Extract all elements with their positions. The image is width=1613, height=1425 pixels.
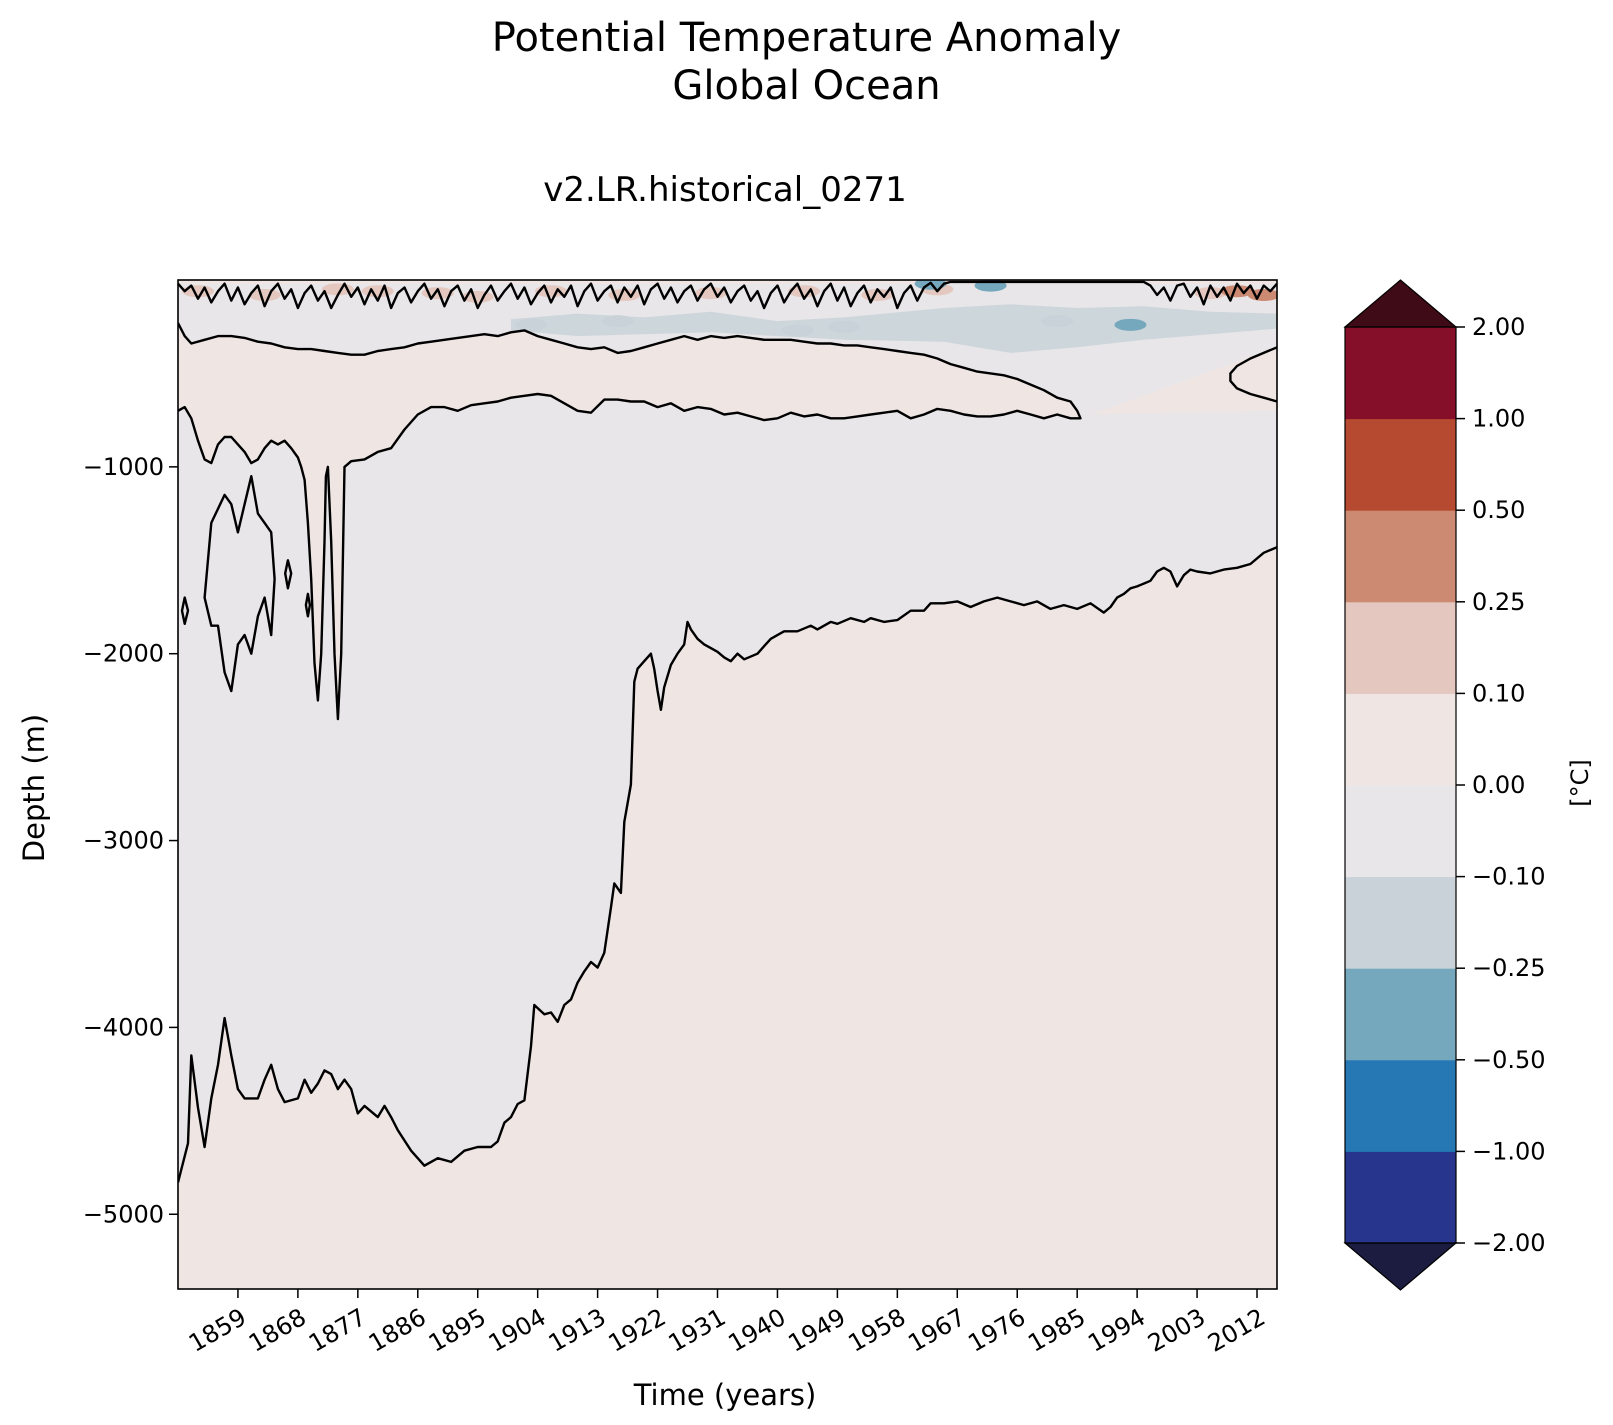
colorbar-tick-label-5: 0.00 [1472,771,1525,799]
colorbar-segment-6 [1345,601,1456,694]
x-tick-label-1931: 1931 [664,1303,731,1358]
colorbar-segment-0 [1345,1151,1456,1244]
x-tick-label-2003: 2003 [1143,1303,1210,1358]
colorbar-tick-label-4: −0.10 [1472,863,1546,891]
y-tick-label--3000: −3000 [83,827,164,855]
chart-title-line-2: Global Ocean [672,63,941,109]
colorbar-segment-5 [1345,693,1456,786]
negative-region [178,394,1277,1183]
contour-island-3 [203,475,276,693]
colorbar-tick-label-2: −0.50 [1472,1046,1546,1074]
x-tick-label-1904: 1904 [484,1303,551,1358]
plot-area [177,279,1278,1290]
contour-island-1 [284,559,293,590]
surface-blob-13 [1221,285,1254,298]
colorbar-tick-label-6: 0.10 [1472,679,1525,707]
x-tick-label-1913: 1913 [544,1303,611,1358]
colorbar-segment-3 [1345,876,1456,969]
contour-surface [178,280,1277,310]
colorbar-segment-9 [1345,327,1456,420]
x-tick-label-1940: 1940 [724,1303,791,1358]
colorbar-tick-label-3: −0.25 [1472,954,1546,982]
colorbar-tick-label-8: 0.50 [1472,496,1525,524]
surface-blob-21 [1041,315,1074,328]
contour-mid [178,322,1082,721]
x-tick-label-1967: 1967 [903,1303,970,1358]
right-lens-fill [1230,347,1277,402]
colorbar-tick-label-1: −1.00 [1472,1137,1546,1165]
contour-deep [178,546,1277,1183]
x-tick-label-1886: 1886 [364,1303,431,1358]
colorbar-under-arrow [1343,1242,1458,1291]
colorbar-segment-8 [1345,418,1456,511]
colorbar: −2.00 −1.00 −0.50 −0.25 −0.10 0.00 0.10 0.25 0.5… [1343,279,1546,1291]
x-tick-label-1949: 1949 [784,1303,851,1358]
x-axis-label: Time (years) [633,1378,817,1412]
x-tick-label-2012: 2012 [1203,1303,1270,1358]
chart-title-line-1: Potential Temperature Anomaly [491,15,1122,61]
y-axis-label: Depth (m) [17,714,51,862]
colorbar-label: [°C] [1566,759,1594,806]
surface-blob-16 [601,315,634,328]
y-tick-label--4000: −4000 [83,1013,164,1041]
y-tick-label--1000: −1000 [83,453,164,481]
x-tick-label-1895: 1895 [424,1303,491,1358]
colorbar-segment-1 [1345,1059,1456,1152]
y-tick-label--5000: −5000 [83,1200,164,1228]
x-tick-label-1976: 1976 [963,1303,1030,1358]
x-tick-label-1877: 1877 [304,1303,371,1358]
x-tick-label-1859: 1859 [184,1303,251,1358]
plot-frame [177,279,1278,1290]
contour-island-0 [180,596,190,625]
surface-blob-17 [781,324,814,337]
y-axis: −1000 −2000 −3000 −4000 −5000 [83,453,178,1228]
colorbar-segment-2 [1345,968,1456,1061]
colorbar-tick-label-9: 1.00 [1472,405,1525,433]
surface-blob-15 [515,318,548,331]
x-tick-label-1958: 1958 [843,1303,910,1358]
x-tick-label-1994: 1994 [1083,1303,1150,1358]
surface-blob-3 [361,285,394,298]
colorbar-segment-7 [1345,510,1456,603]
colorbar-over-arrow [1343,279,1458,328]
plot-content [178,280,1277,1289]
colorbar-segment-4 [1345,785,1456,878]
x-tick-label-1868: 1868 [244,1303,311,1358]
surface-blob-19 [914,280,947,290]
negative-band [511,304,1277,353]
surface-blob-18 [828,320,861,333]
x-axis: 1859186818771886189519041913192219311940… [184,1289,1270,1358]
chart-subtitle: v2.LR.historical_0271 [543,170,907,210]
contour-right-lens [1229,346,1277,403]
y-tick-label--2000: −2000 [83,640,164,668]
x-tick-label-1985: 1985 [1023,1303,1090,1358]
colorbar-tick-label-7: 0.25 [1472,588,1525,616]
surface-blob-1 [248,288,281,301]
colorbar-tick-label-10: 2.00 [1472,313,1525,341]
colorbar-tick-label-0: −2.00 [1472,1229,1546,1257]
x-tick-label-1922: 1922 [604,1303,671,1358]
surface-blob-22 [1114,318,1147,331]
contour-island-2 [304,592,312,618]
